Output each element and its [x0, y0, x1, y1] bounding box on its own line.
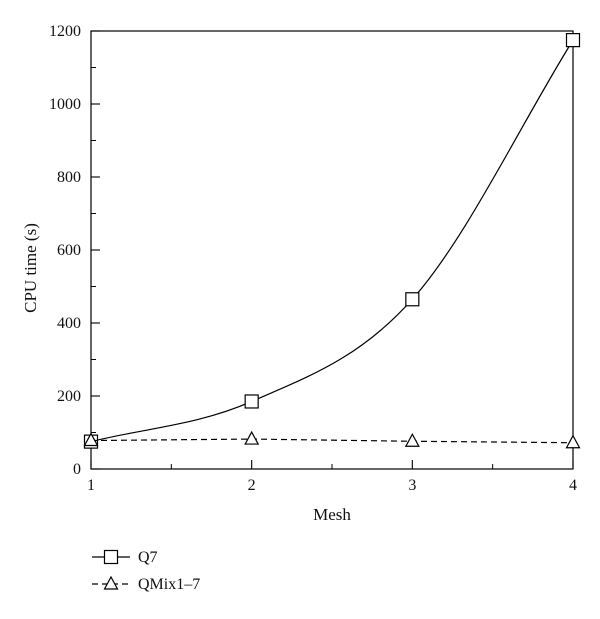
series-1 [83, 430, 581, 449]
x-tick-label: 4 [569, 477, 577, 494]
series-layer [83, 33, 581, 449]
y-tick-label: 800 [57, 169, 81, 186]
data-point [565, 33, 581, 48]
data-point [565, 434, 581, 449]
x-tick-label: 2 [248, 477, 256, 494]
data-point [244, 394, 259, 409]
x-axis-title: Mesh [313, 505, 351, 524]
y-axis: 0 200 400 600 800 1000 1200 [49, 23, 100, 478]
y-tick-label: 400 [57, 315, 81, 332]
y-tick-label: 1000 [49, 96, 81, 113]
legend-label: Q7 [138, 549, 158, 566]
y-tick-label: 600 [57, 242, 81, 259]
y-tick-label: 1200 [49, 23, 81, 40]
y-tick-label: 0 [73, 461, 81, 478]
series-line [90, 438, 574, 444]
plot-border [90, 30, 574, 470]
data-point [405, 292, 420, 307]
legend-marker [103, 549, 119, 565]
x-tick-label: 3 [408, 477, 416, 494]
series-line [90, 39, 574, 443]
x-tick-label: 1 [87, 477, 95, 494]
y-axis-title: CPU time (s) [21, 223, 40, 313]
legend-label: QMix1–7 [138, 576, 200, 593]
series-0 [83, 33, 581, 449]
plot-frame [90, 30, 574, 470]
legend: Q7 QMix1–7 [92, 549, 200, 593]
legend-item: QMix1–7 [92, 575, 200, 593]
x-axis: 1 2 3 4 [87, 460, 577, 494]
data-point [83, 432, 99, 447]
legend-item: Q7 [92, 549, 158, 566]
data-point [244, 430, 260, 445]
y-tick-label: 200 [57, 388, 81, 405]
legend-marker [103, 575, 119, 590]
data-point [404, 433, 420, 447]
